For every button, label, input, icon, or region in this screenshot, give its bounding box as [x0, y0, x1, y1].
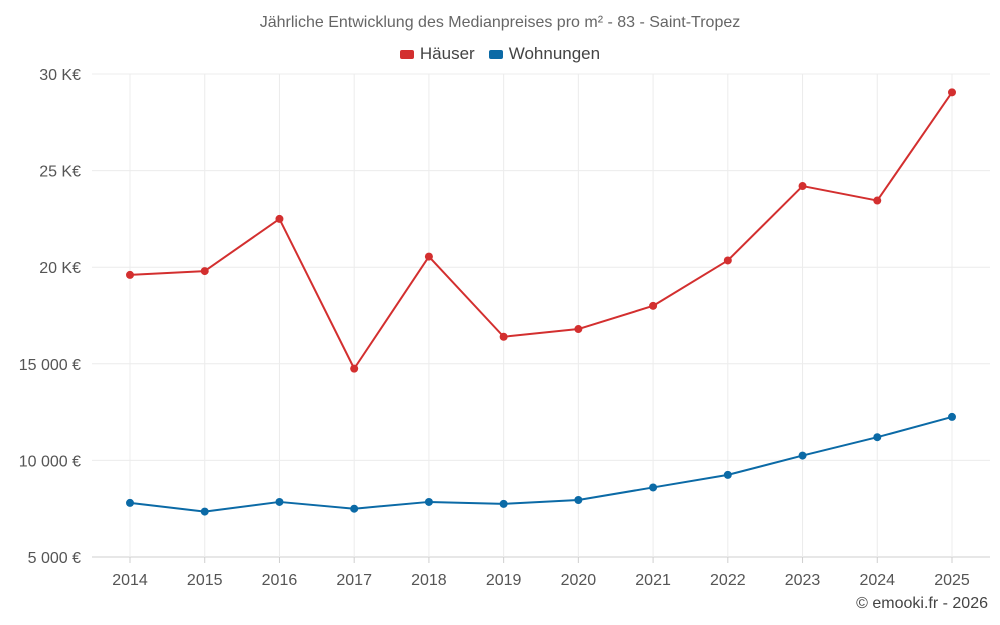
x-tick-label: 2020 — [561, 572, 597, 589]
x-tick-label: 2023 — [785, 572, 821, 589]
legend-item-haeuser[interactable]: Häuser — [399, 44, 475, 64]
legend-swatch-wohnungen — [488, 49, 503, 59]
data-point-wohnungen[interactable] — [499, 499, 508, 508]
data-point-haeuser[interactable] — [649, 301, 658, 310]
y-tick-label: 25 K€ — [39, 164, 81, 181]
data-point-haeuser[interactable] — [200, 267, 209, 276]
data-point-haeuser[interactable] — [798, 182, 807, 191]
x-tick-label: 2015 — [187, 572, 223, 589]
data-point-haeuser[interactable] — [350, 364, 359, 373]
data-point-wohnungen[interactable] — [350, 504, 359, 513]
chart-title: Jährliche Entwicklung des Medianpreises … — [259, 14, 741, 31]
data-point-haeuser[interactable] — [424, 252, 433, 261]
data-point-wohnungen[interactable] — [798, 451, 807, 460]
data-point-haeuser[interactable] — [126, 270, 134, 279]
legend-label-wohnungen: Wohnungen — [508, 44, 601, 63]
legend: Häuser Wohnungen — [0, 44, 1000, 64]
data-point-wohnungen[interactable] — [424, 497, 433, 506]
y-tick-label: 20 K€ — [39, 260, 81, 277]
series-line-wohnungen — [129, 415, 953, 513]
x-tick-label: 2024 — [859, 572, 895, 589]
x-tick-label: 2021 — [635, 572, 671, 589]
legend-item-wohnungen[interactable]: Wohnungen — [488, 44, 601, 64]
credit-text: © emooki.fr - 2026 — [856, 595, 988, 612]
data-point-haeuser[interactable] — [499, 332, 508, 341]
y-tick-label: 30 K€ — [39, 67, 81, 84]
data-point-wohnungen[interactable] — [723, 470, 732, 479]
data-point-haeuser[interactable] — [723, 256, 732, 265]
data-point-wohnungen[interactable] — [948, 412, 956, 421]
y-tick-label: 15 000 € — [19, 357, 81, 374]
series-line-haeuser — [129, 91, 953, 370]
data-point-wohnungen[interactable] — [126, 498, 134, 507]
data-point-haeuser[interactable] — [948, 88, 956, 97]
data-point-wohnungen[interactable] — [574, 496, 583, 505]
x-tick-label: 2016 — [262, 572, 298, 589]
x-tick-label: 2025 — [934, 572, 970, 589]
legend-label-haeuser: Häuser — [419, 44, 475, 63]
x-tick-label: 2017 — [336, 572, 372, 589]
data-point-wohnungen[interactable] — [873, 433, 882, 442]
y-tick-label: 10 000 € — [19, 453, 81, 470]
x-tick-label: 2022 — [710, 572, 746, 589]
x-tick-label: 2018 — [411, 572, 447, 589]
data-point-wohnungen[interactable] — [275, 497, 284, 506]
data-point-haeuser[interactable] — [275, 214, 284, 223]
x-tick-label: 2019 — [486, 572, 522, 589]
series-group — [126, 88, 956, 516]
data-point-haeuser[interactable] — [873, 196, 882, 205]
x-tick-label: 2014 — [112, 572, 148, 589]
legend-swatch-haeuser — [399, 49, 414, 59]
data-point-haeuser[interactable] — [574, 325, 583, 334]
axes: 5 000 € 10 000 € 15 000 € 20 K€ 25 K€ 30 K€ 20… — [19, 67, 970, 589]
y-tick-label: 5 000 € — [28, 550, 81, 567]
grid-lines — [92, 73, 990, 558]
data-point-wohnungen[interactable] — [200, 507, 209, 516]
data-point-wohnungen[interactable] — [649, 483, 658, 492]
